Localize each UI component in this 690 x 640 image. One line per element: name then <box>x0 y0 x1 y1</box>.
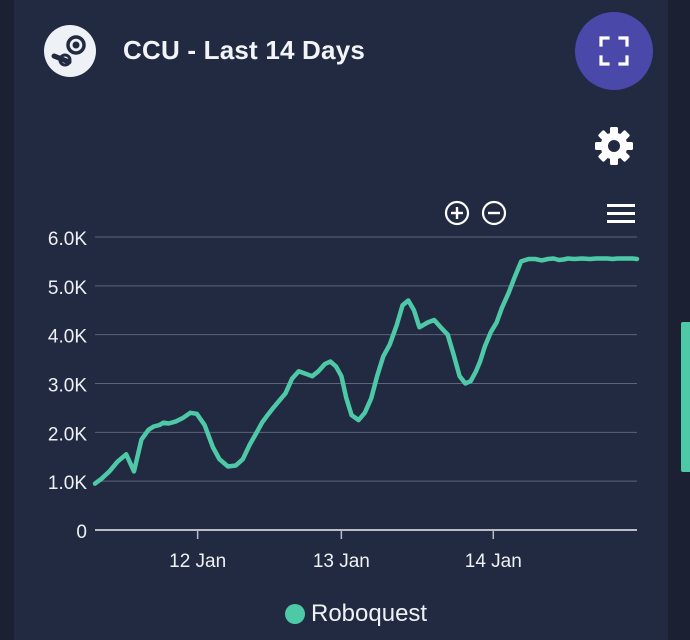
scrollbar[interactable] <box>681 322 690 472</box>
x-tick-label: 13 Jan <box>313 551 370 572</box>
hamburger-menu-icon <box>607 204 635 223</box>
x-tick-label: 14 Jan <box>465 551 522 572</box>
y-tick-label: 6.0K <box>48 229 87 250</box>
zoom-in-icon <box>444 200 470 226</box>
chart-menu-button[interactable] <box>606 199 636 227</box>
page-title: CCU - Last 14 Days <box>123 35 366 65</box>
y-axis: 0 1.0K 2.0K 3.0K 4.0K 5.0K 6.0K <box>48 229 87 543</box>
series-line-roboquest <box>92 256 640 486</box>
y-tick-label: 4.0K <box>48 327 87 348</box>
chart-series <box>92 256 640 486</box>
x-tick-label: 12 Jan <box>169 551 226 572</box>
y-tick-label: 3.0K <box>48 376 87 397</box>
fullscreen-button[interactable] <box>575 12 653 90</box>
settings-button[interactable] <box>592 124 636 168</box>
x-axis: 12 Jan 13 Jan 14 Jan <box>169 530 522 572</box>
zoom-out-icon <box>481 200 507 226</box>
chart-grid <box>95 236 637 531</box>
y-tick-label: 5.0K <box>48 278 87 299</box>
legend-label: Roboquest <box>311 600 428 627</box>
zoom-in-button[interactable] <box>443 199 471 227</box>
y-tick-label: 0 <box>76 522 87 543</box>
gear-icon <box>595 127 633 165</box>
legend-item-roboquest[interactable]: Roboquest <box>285 598 427 630</box>
steam-icon <box>44 25 96 77</box>
legend-marker <box>285 604 305 624</box>
y-tick-label: 1.0K <box>48 473 87 494</box>
fullscreen-icon <box>599 36 629 66</box>
zoom-out-button[interactable] <box>480 199 508 227</box>
y-tick-label: 2.0K <box>48 424 87 445</box>
